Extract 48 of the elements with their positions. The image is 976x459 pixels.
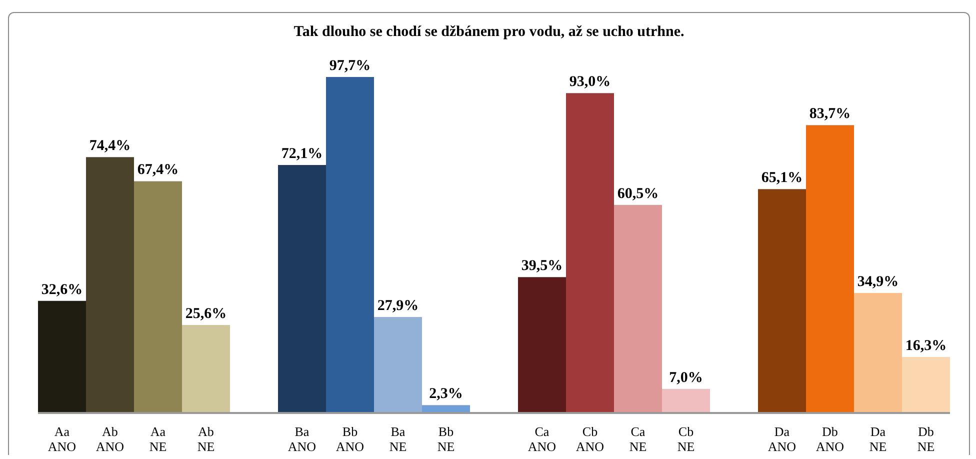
bar [518, 277, 566, 413]
x-tick-label: Da NE [869, 424, 887, 454]
data-label: 72,1% [281, 146, 323, 162]
x-tick-label: Bb NE [437, 424, 455, 454]
data-label: 2,3% [429, 386, 463, 402]
data-label: 34,9% [857, 274, 899, 290]
x-tick-label: Da ANO [768, 424, 796, 454]
data-label: 83,7% [809, 106, 851, 122]
bar [326, 77, 374, 413]
bar [902, 356, 950, 413]
bar [854, 292, 902, 413]
x-tick-label: Bb ANO [336, 424, 364, 454]
x-tick-label: Db ANO [816, 424, 844, 454]
bar [374, 317, 422, 413]
data-label: 25,6% [185, 306, 227, 322]
bar [758, 189, 806, 413]
data-label: 65,1% [761, 170, 803, 186]
data-label: 74,4% [89, 138, 131, 154]
x-tick-label: Cb ANO [576, 424, 604, 454]
bar [662, 388, 710, 413]
x-tick-label: Ab ANO [96, 424, 124, 454]
bar [614, 204, 662, 413]
data-label: 93,0% [569, 74, 611, 90]
x-tick-label: Ab NE [197, 424, 215, 454]
x-tick-label: Ca NE [629, 424, 647, 454]
bar [38, 300, 86, 413]
data-label: 97,7% [329, 58, 371, 74]
x-tick-label: Ca ANO [528, 424, 556, 454]
x-tick-label: Aa NE [149, 424, 167, 454]
bar [566, 93, 614, 413]
bar [278, 165, 326, 413]
x-tick-label: Ba NE [389, 424, 407, 454]
x-tick-label: Ba ANO [288, 424, 316, 454]
data-label: 67,4% [137, 162, 179, 178]
x-tick-label: Cb NE [677, 424, 695, 454]
x-tick-label: Aa ANO [48, 424, 76, 454]
data-label: 32,6% [41, 282, 83, 298]
bar [182, 324, 230, 413]
data-label: 16,3% [905, 338, 947, 354]
x-tick-label: Db NE [917, 424, 935, 454]
bar [806, 125, 854, 413]
data-label: 39,5% [521, 258, 563, 274]
bar [86, 157, 134, 413]
data-label: 7,0% [669, 370, 703, 386]
bar [134, 181, 182, 413]
data-label: 60,5% [617, 186, 659, 202]
data-label: 27,9% [377, 298, 419, 314]
chart-title: Tak dlouho se chodí se džbánem pro vodu, až se ucho utrhne. [292, 23, 686, 41]
